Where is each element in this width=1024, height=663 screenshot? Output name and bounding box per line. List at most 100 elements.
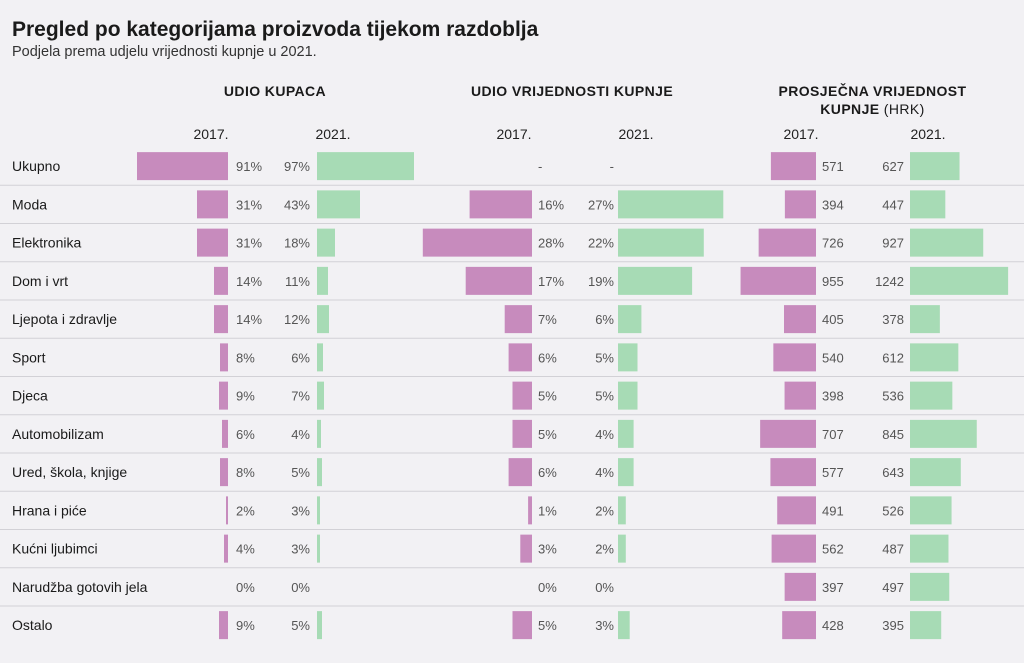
bar-2017	[784, 190, 816, 219]
value-label-2021: 0%	[291, 580, 310, 595]
bar-2021	[618, 534, 626, 563]
chart-subtitle: Podjela prema udjelu vrijednosti kupnje …	[12, 44, 317, 60]
bar-2021	[618, 305, 642, 334]
value-label-2017: 1%	[538, 503, 557, 518]
bar-2017	[508, 458, 532, 487]
bar-2017	[512, 381, 532, 410]
bar-2017	[226, 496, 228, 525]
value-label-2021: 395	[882, 618, 904, 633]
value-label-2017: 91%	[236, 159, 262, 174]
bar-2017	[504, 305, 532, 334]
bar-2017	[512, 419, 532, 448]
bar-2017	[422, 228, 532, 257]
bar-2021	[317, 152, 414, 181]
value-label-2017: 3%	[538, 542, 557, 557]
bar-2017	[214, 305, 228, 334]
bar-2021	[618, 190, 724, 219]
value-label-2021: 5%	[291, 618, 310, 633]
value-label-2021: 4%	[595, 465, 614, 480]
year-label-p3-2021: 2021.	[910, 126, 946, 142]
bar-2021	[910, 458, 961, 487]
category-label: Sport	[12, 349, 46, 365]
category-label: Ukupno	[12, 158, 60, 174]
value-label-2021: 5%	[291, 465, 310, 480]
value-label-2021: 5%	[595, 389, 614, 404]
year-label-p3-2017: 2017.	[783, 126, 819, 142]
bar-2017	[197, 190, 228, 219]
value-label-2017: 726	[822, 236, 844, 251]
value-label-2021: 845	[882, 427, 904, 442]
bar-2017	[508, 343, 532, 372]
value-label-2017: 5%	[538, 618, 557, 633]
bar-2017	[219, 381, 228, 410]
value-label-2017: 0%	[538, 580, 557, 595]
bar-2017	[528, 496, 532, 525]
bar-2021	[910, 611, 942, 640]
bar-2021	[618, 343, 638, 372]
chart-title: Pregled po kategorijama proizvoda tijeko…	[12, 18, 539, 41]
value-label-2021: 526	[882, 503, 904, 518]
value-label-2021: 5%	[595, 350, 614, 365]
value-label-2017: 16%	[538, 197, 564, 212]
category-label: Ostalo	[12, 617, 53, 633]
value-label-2017: 398	[822, 389, 844, 404]
bar-2021	[317, 611, 322, 640]
value-label-2017: 8%	[236, 350, 255, 365]
value-label-2021: -	[610, 159, 614, 174]
value-label-2021: 6%	[291, 350, 310, 365]
bar-2017	[222, 419, 228, 448]
value-label-2021: 612	[882, 350, 904, 365]
bar-2021	[317, 305, 329, 334]
bar-2017	[465, 266, 532, 295]
value-label-2021: 43%	[284, 197, 310, 212]
bar-2017	[784, 381, 816, 410]
value-label-2017: 394	[822, 197, 844, 212]
year-label-p1-2017: 2017.	[193, 126, 229, 142]
bar-2017	[469, 190, 532, 219]
value-label-2021: 2%	[595, 503, 614, 518]
value-label-2017: 28%	[538, 236, 564, 251]
bar-2021	[317, 496, 320, 525]
value-label-2017: 491	[822, 503, 844, 518]
bar-2017	[197, 228, 228, 257]
bar-2021	[910, 190, 946, 219]
value-label-2017: 17%	[538, 274, 564, 289]
bar-2021	[618, 458, 634, 487]
category-label: Automobilizam	[12, 426, 104, 442]
section-header-prosjecna-vrijednost: PROSJEČNA VRIJEDNOST KUPNJE (HRK)	[770, 82, 975, 118]
value-label-2017: 562	[822, 542, 844, 557]
bar-2017	[220, 343, 228, 372]
value-label-2021: 7%	[291, 389, 310, 404]
value-label-2021: 18%	[284, 236, 310, 251]
bar-2017	[777, 496, 816, 525]
section-header-unit: (HRK)	[883, 101, 925, 117]
bar-2021	[910, 343, 959, 372]
value-label-2021: 19%	[588, 274, 614, 289]
value-label-2017: 5%	[538, 427, 557, 442]
value-label-2021: 447	[882, 197, 904, 212]
bar-2021	[317, 228, 335, 257]
bar-2017	[220, 458, 228, 487]
value-label-2017: 6%	[538, 350, 557, 365]
value-label-2017: 2%	[236, 503, 255, 518]
value-label-2017: 4%	[236, 542, 255, 557]
bar-2021	[910, 381, 953, 410]
bar-2017	[782, 611, 816, 640]
bar-2017	[770, 152, 816, 181]
value-label-2017: 955	[822, 274, 844, 289]
section-header-label: UDIO VRIJEDNOSTI KUPNJE	[470, 83, 674, 99]
bar-2021	[618, 381, 638, 410]
category-label: Djeca	[12, 388, 48, 404]
value-label-2021: 6%	[595, 312, 614, 327]
category-label: Narudžba gotovih jela	[12, 579, 148, 595]
bar-2021	[317, 534, 320, 563]
value-label-2017: 8%	[236, 465, 255, 480]
bar-2021	[317, 419, 321, 448]
category-label: Elektronika	[12, 235, 81, 251]
value-label-2017: 428	[822, 618, 844, 633]
value-label-2021: 3%	[291, 503, 310, 518]
category-label: Moda	[12, 196, 47, 212]
category-label: Ured, škola, knjige	[12, 464, 127, 480]
category-label: Dom i vrt	[12, 273, 68, 289]
